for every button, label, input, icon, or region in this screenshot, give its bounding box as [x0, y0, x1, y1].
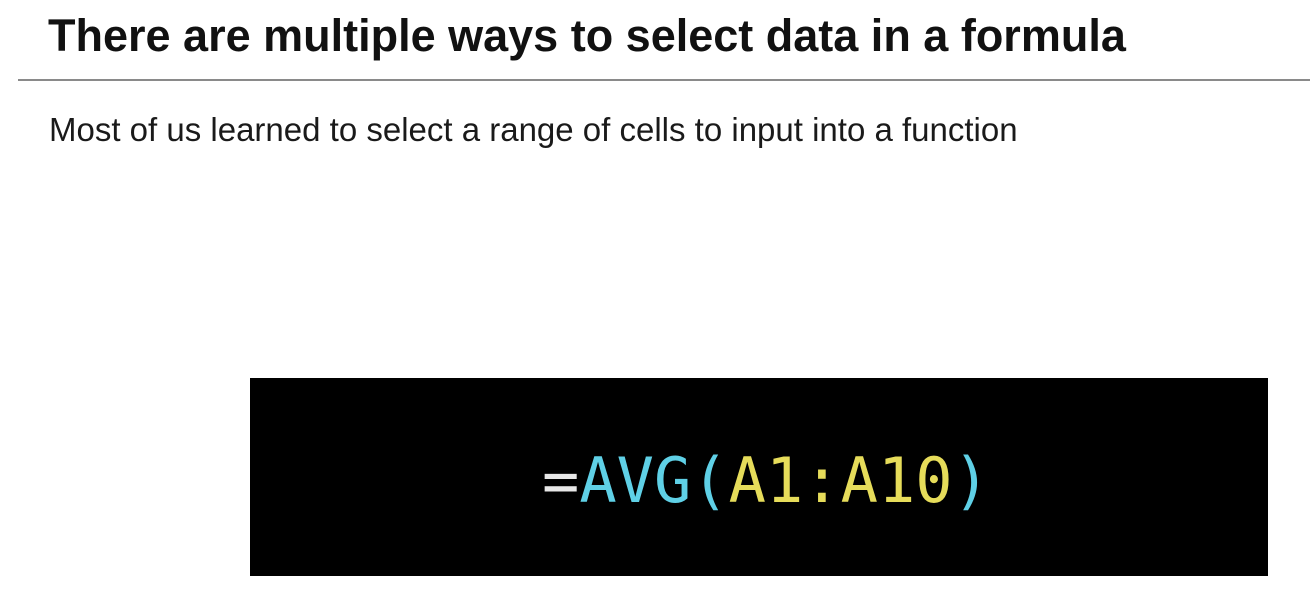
formula-close-paren: ): [952, 444, 990, 517]
slide-subtitle: Most of us learned to select a range of …: [49, 111, 1018, 148]
slide-title: There are multiple ways to select data i…: [48, 10, 1126, 61]
formula-equals-sign: =: [542, 444, 580, 517]
formula-open-paren: (: [691, 444, 729, 517]
formula-code-panel: =AVG(A1:A10): [250, 378, 1268, 576]
formula-function-name: AVG: [579, 444, 692, 517]
formula-range-argument: A1:A10: [728, 444, 953, 517]
title-divider: [18, 79, 1310, 81]
formula-expression: =AVG(A1:A10): [542, 446, 990, 516]
